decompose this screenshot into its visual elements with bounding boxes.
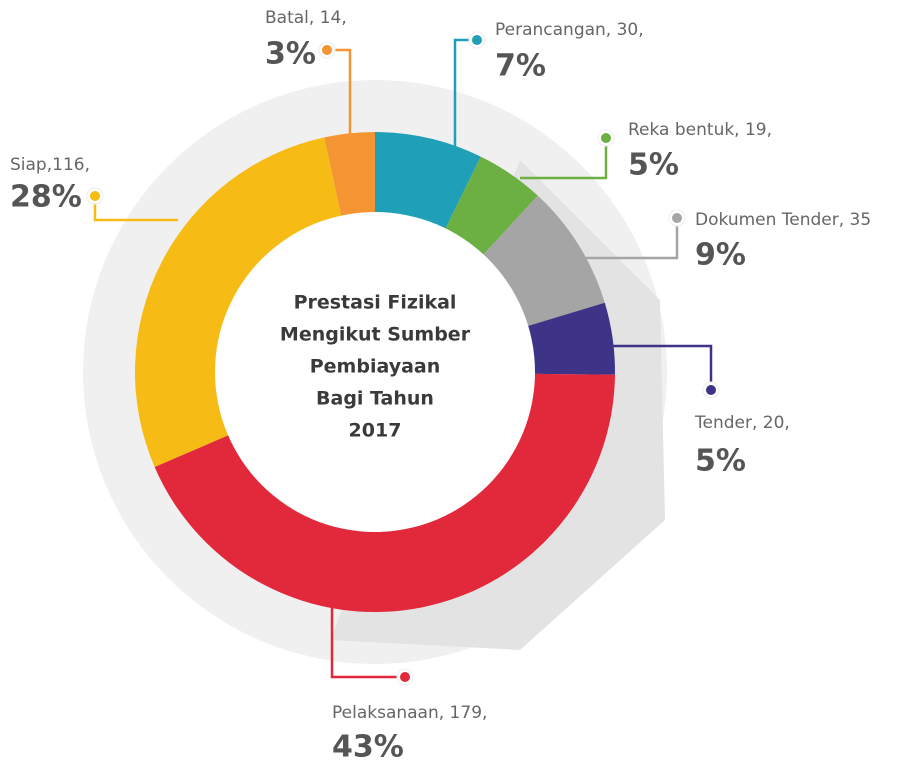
percent-label: 43%: [332, 730, 404, 761]
category-label: Reka bentuk, 19,: [628, 120, 772, 140]
center-title: 2017: [349, 420, 402, 442]
percent-label: 9%: [695, 238, 746, 273]
slice: [154, 373, 615, 612]
leader-dot: [706, 385, 716, 395]
category-label: Tender, 20,: [694, 413, 790, 433]
leader-line: [612, 344, 713, 390]
leader-dot: [322, 45, 332, 55]
leader-dot: [90, 191, 100, 201]
center-title: Pembiayaan: [310, 356, 441, 378]
leader-dot: [601, 133, 611, 143]
category-label: Dokumen Tender, 35: [695, 210, 871, 230]
category-label: Siap,116,: [10, 155, 90, 175]
slice: [375, 132, 481, 238]
center-title: Bagi Tahun: [316, 388, 434, 410]
leader-dot: [400, 672, 410, 682]
leader-dot: [472, 35, 482, 45]
percent-label: 7%: [495, 49, 546, 84]
category-label: Batal, 14,: [265, 8, 347, 28]
percent-label: 5%: [695, 444, 746, 479]
center-title: Prestasi Fizikal: [294, 292, 457, 314]
leader-dot: [672, 213, 682, 223]
slice: [518, 302, 615, 375]
percent-label: 28%: [10, 180, 82, 215]
slice: [324, 132, 375, 226]
slice: [441, 156, 538, 262]
category-label: Pelaksanaan, 179,: [332, 703, 487, 723]
center-title: Mengikut Sumber: [280, 324, 471, 346]
percent-label: 5%: [628, 148, 679, 183]
percent-label: 3%: [265, 37, 316, 72]
category-label: Perancangan, 30,: [495, 20, 644, 40]
donut-hole: [215, 212, 535, 532]
leader-line: [520, 138, 608, 180]
leader-line: [585, 218, 679, 260]
leader-line: [330, 595, 405, 679]
